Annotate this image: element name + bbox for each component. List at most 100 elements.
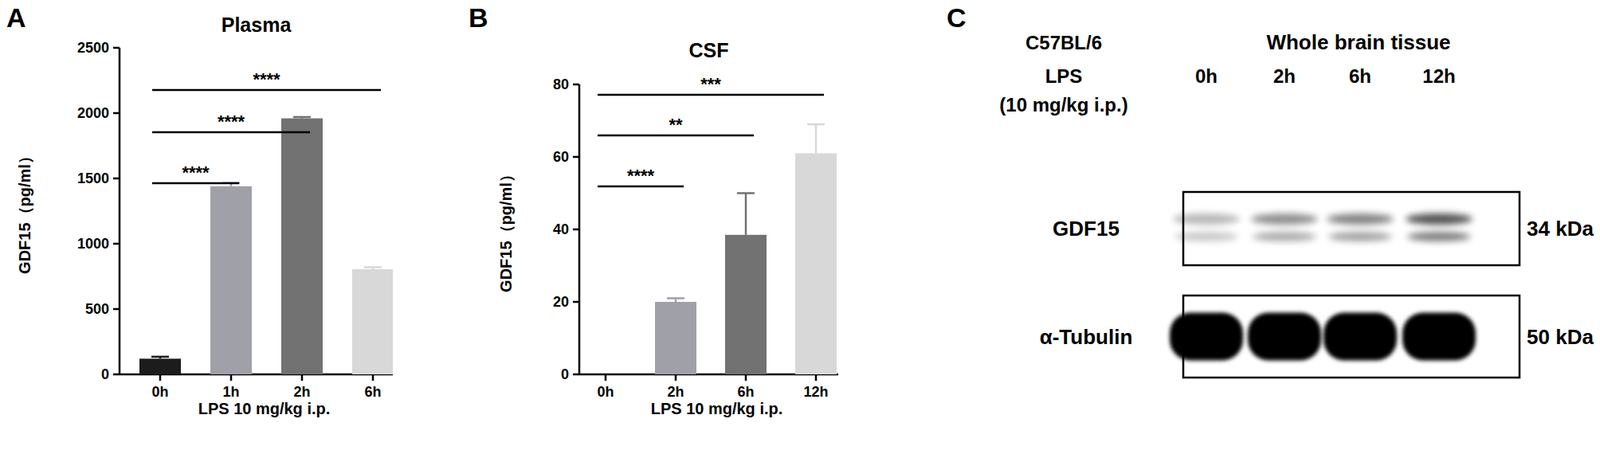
strain-label: C57BL/6 [1025, 31, 1102, 54]
bar [139, 358, 181, 375]
x-axis-label: LPS 10 mg/kg i.p. [650, 400, 784, 418]
error-stem [815, 124, 818, 153]
treatment-label: (10 mg/kg i.p.) [999, 94, 1128, 116]
y-tick [113, 112, 120, 115]
y-tick-label: 1000 [77, 235, 110, 252]
bar-chart: APlasmaGDF15（pg/ml）LPS 10 mg/kg i.p.0500… [6, 2, 394, 418]
y-axis-label: GDF15（pg/ml） [15, 148, 34, 275]
bar-chart: BCSFGDF15（pg/ml）LPS 10 mg/kg i.p.0204060… [468, 2, 839, 418]
x-tick-label: 0h [596, 384, 614, 400]
chart-title: CSF [689, 39, 730, 62]
significance-line [152, 182, 240, 185]
x-tick-label: 2h [293, 384, 310, 400]
error-bar [151, 356, 169, 359]
bar [352, 269, 393, 375]
error-bar [807, 124, 825, 153]
band [1328, 231, 1393, 242]
bar [725, 235, 767, 375]
y-tick-label: 2500 [77, 39, 110, 56]
y-tick [113, 177, 120, 181]
error-cap [737, 192, 755, 195]
lane-label: 2h [1273, 65, 1296, 87]
bar [210, 186, 252, 375]
panel-letter: B [468, 2, 489, 33]
y-tick [572, 301, 580, 304]
y-tick [113, 373, 120, 377]
bar [281, 118, 323, 375]
plot-area [654, 124, 837, 375]
error-cap [666, 297, 685, 300]
significance-line [597, 134, 754, 138]
blot-row [1172, 192, 1520, 266]
panel-letter: C [946, 2, 967, 33]
y-tick-label: 1500 [77, 170, 110, 187]
y-tick-label: 60 [552, 149, 569, 165]
y-tick-label: 80 [552, 76, 569, 93]
error-cap [364, 266, 382, 269]
x-tick [674, 374, 678, 381]
size-label: 34 kDa [1526, 216, 1594, 241]
lane-label: 6h [1349, 65, 1372, 87]
figure: APlasmaGDF15（pg/ml）LPS 10 mg/kg i.p.0500… [0, 0, 1600, 458]
error-bar [364, 267, 382, 270]
x-tick [230, 374, 233, 381]
error-stem [745, 193, 748, 236]
y-tick-label: 2000 [77, 105, 110, 122]
significance-line [152, 89, 381, 92]
lane-label: 0h [1195, 65, 1218, 87]
x-tick [815, 374, 818, 381]
y-tick-label: 0 [101, 366, 110, 383]
band [1169, 313, 1244, 361]
x-tick-label: 12h [803, 384, 828, 400]
significance-label: **** [627, 165, 655, 186]
significance-label: **** [217, 111, 246, 132]
x-tick-label: 2h [666, 384, 684, 400]
error-bar [666, 298, 685, 302]
band [1407, 231, 1471, 242]
band [1402, 313, 1476, 361]
treatment-label: LPS [1045, 65, 1083, 87]
y-axis-label: GDF15（pg/ml） [497, 166, 515, 293]
row-label: α-Tubulin [1039, 325, 1134, 350]
significance-label: *** [700, 74, 722, 95]
significance-label: **** [252, 69, 281, 90]
error-cap [293, 116, 311, 119]
error-cap [807, 123, 825, 126]
size-label: 50 kDa [1526, 325, 1594, 350]
x-tick-label: 0h [151, 384, 169, 400]
blot-row [1169, 295, 1520, 378]
x-tick [745, 374, 748, 381]
bar [584, 374, 627, 376]
error-cap [151, 356, 169, 359]
error-bar [737, 193, 755, 236]
chart-title: Plasma [221, 13, 293, 36]
band [1326, 213, 1394, 225]
error-bar [293, 117, 311, 119]
y-tick [572, 373, 580, 377]
x-tick-label: 6h [737, 384, 754, 400]
tissue-label: Whole brain tissue [1266, 30, 1451, 55]
y-tick-label: 40 [552, 221, 569, 238]
y-tick [572, 156, 580, 159]
y-tick-label: 20 [552, 294, 569, 310]
bar [654, 301, 697, 375]
x-axis-label: LPS 10 mg/kg i.p. [198, 400, 331, 418]
significance-line [152, 131, 310, 134]
y-tick [113, 243, 120, 246]
significance-label: **** [181, 162, 210, 183]
band [1323, 313, 1397, 361]
western-blot: C C57BL/6 LPS (10 mg/kg i.p.) Whole brain ti… [946, 2, 1594, 378]
significance-line [597, 185, 684, 189]
y-axis-line [118, 47, 122, 375]
y-tick [113, 47, 120, 50]
band [1405, 213, 1473, 225]
blot-frame [1183, 192, 1520, 266]
significance-label: ** [668, 114, 683, 135]
band [1172, 213, 1240, 225]
y-tick [113, 308, 120, 311]
band [1250, 213, 1318, 225]
significance-line [597, 94, 824, 97]
band [1174, 231, 1239, 242]
bar [795, 152, 837, 375]
x-tick [372, 374, 375, 381]
